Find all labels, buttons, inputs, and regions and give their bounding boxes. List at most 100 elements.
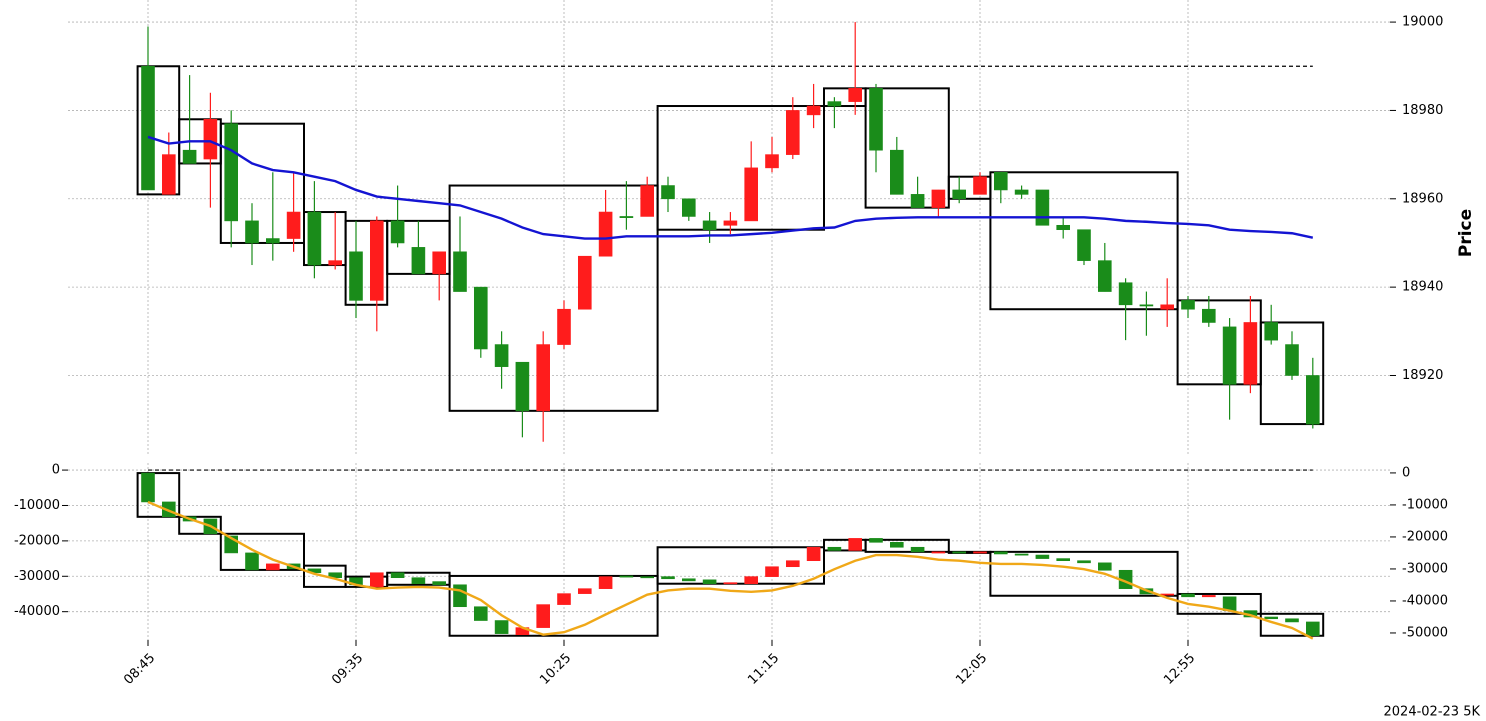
range-box (448, 574, 659, 637)
candle-body (245, 552, 259, 571)
candle-body (328, 260, 343, 266)
candle-body (494, 620, 509, 634)
moving-average-line (147, 135, 1314, 240)
candle-body (515, 361, 530, 412)
range-box (136, 472, 181, 518)
candle-body (411, 577, 426, 585)
y-tick-label: 0 (52, 463, 60, 478)
candle-body (1202, 595, 1216, 598)
candle-body (369, 572, 384, 588)
footer: 2024-02-23 5K (1384, 705, 1481, 720)
candle-body (931, 189, 946, 208)
candle-body (473, 286, 488, 350)
candle-body (1306, 621, 1320, 637)
candle-body (390, 572, 405, 578)
candle-body (1014, 553, 1029, 556)
candle-body (827, 101, 842, 107)
candle-body (661, 185, 675, 200)
y-tick-label: 18960 (1402, 191, 1443, 206)
candle-body (806, 105, 821, 116)
candle-body (723, 220, 738, 226)
candle-body (1264, 322, 1278, 341)
candle-body (411, 247, 426, 275)
candle-body (1118, 282, 1133, 306)
candle-body (598, 576, 613, 589)
x-tick-label: 09:35 (329, 651, 366, 688)
range-box (1176, 592, 1262, 615)
candle-body (702, 579, 717, 585)
candle-body (993, 551, 1008, 555)
candle-body (1181, 300, 1195, 310)
candle-body (640, 185, 655, 217)
candle-body (598, 211, 613, 257)
candle-body (952, 189, 967, 200)
candle-body (619, 216, 634, 218)
candle-body (869, 88, 883, 151)
candle-body (681, 198, 696, 217)
x-tick-label: 12:55 (1161, 651, 1198, 688)
y2-tick-label: -10000 (1402, 497, 1448, 512)
candle-body (1285, 618, 1299, 623)
candle-body (744, 167, 759, 222)
candle-body (1285, 344, 1299, 376)
candle-body (453, 584, 467, 608)
candle-body (557, 308, 571, 345)
y-tick-label: 18940 (1402, 280, 1443, 295)
candle-body (806, 546, 821, 562)
candle-body (1202, 308, 1216, 323)
candle-body (973, 176, 987, 195)
candle-body (536, 344, 551, 412)
range-box (448, 184, 659, 412)
range-box (1259, 612, 1325, 637)
candle-body (1243, 322, 1258, 385)
candle-body (889, 541, 904, 548)
range-box (656, 546, 825, 585)
candle-body (1098, 562, 1112, 571)
range-box (656, 105, 825, 231)
candle-body (723, 582, 738, 585)
y2-tick-label: 0 (1402, 465, 1410, 480)
candle-body (182, 149, 197, 164)
candle-body (910, 194, 925, 208)
candle-body (973, 551, 987, 554)
candle-body (286, 211, 301, 239)
candle-body (203, 118, 218, 160)
range-box (864, 87, 950, 209)
candle-body (869, 538, 883, 543)
candle-body (744, 576, 759, 585)
candle-body (369, 220, 384, 301)
candle-body (1056, 224, 1070, 231)
candle-body (162, 154, 176, 195)
candle-body (661, 576, 675, 580)
candle-body (1014, 189, 1029, 195)
range-box (989, 171, 1179, 311)
candle-body (307, 211, 322, 266)
x-tick-label: 10:25 (537, 651, 574, 688)
candle-body (1306, 375, 1320, 425)
candle-body (245, 220, 259, 244)
range-box (219, 122, 305, 244)
candle-body (702, 220, 717, 231)
candle-body (494, 344, 509, 367)
y2-tick-label: -20000 (1402, 529, 1448, 544)
candle-body (889, 149, 904, 195)
x-tick-label: 12:05 (953, 651, 990, 688)
y-tick-label: -20000 (14, 533, 60, 548)
candle-body (1035, 189, 1050, 226)
candle-body (1035, 554, 1050, 559)
candle-body (141, 65, 155, 191)
candle-body (1160, 304, 1174, 310)
y-axis-label: Price (1456, 209, 1476, 257)
candle-body (1139, 304, 1154, 307)
candle-body (765, 154, 779, 169)
range-box (864, 538, 950, 553)
candle-body (1077, 560, 1091, 564)
y-tick-label: 18920 (1402, 368, 1443, 383)
candle-body (536, 604, 551, 628)
candle-body (640, 576, 655, 579)
candle-body (848, 88, 863, 102)
x-tick-label: 08:45 (121, 651, 158, 688)
candle-body (265, 563, 280, 571)
candle-body (432, 251, 447, 275)
